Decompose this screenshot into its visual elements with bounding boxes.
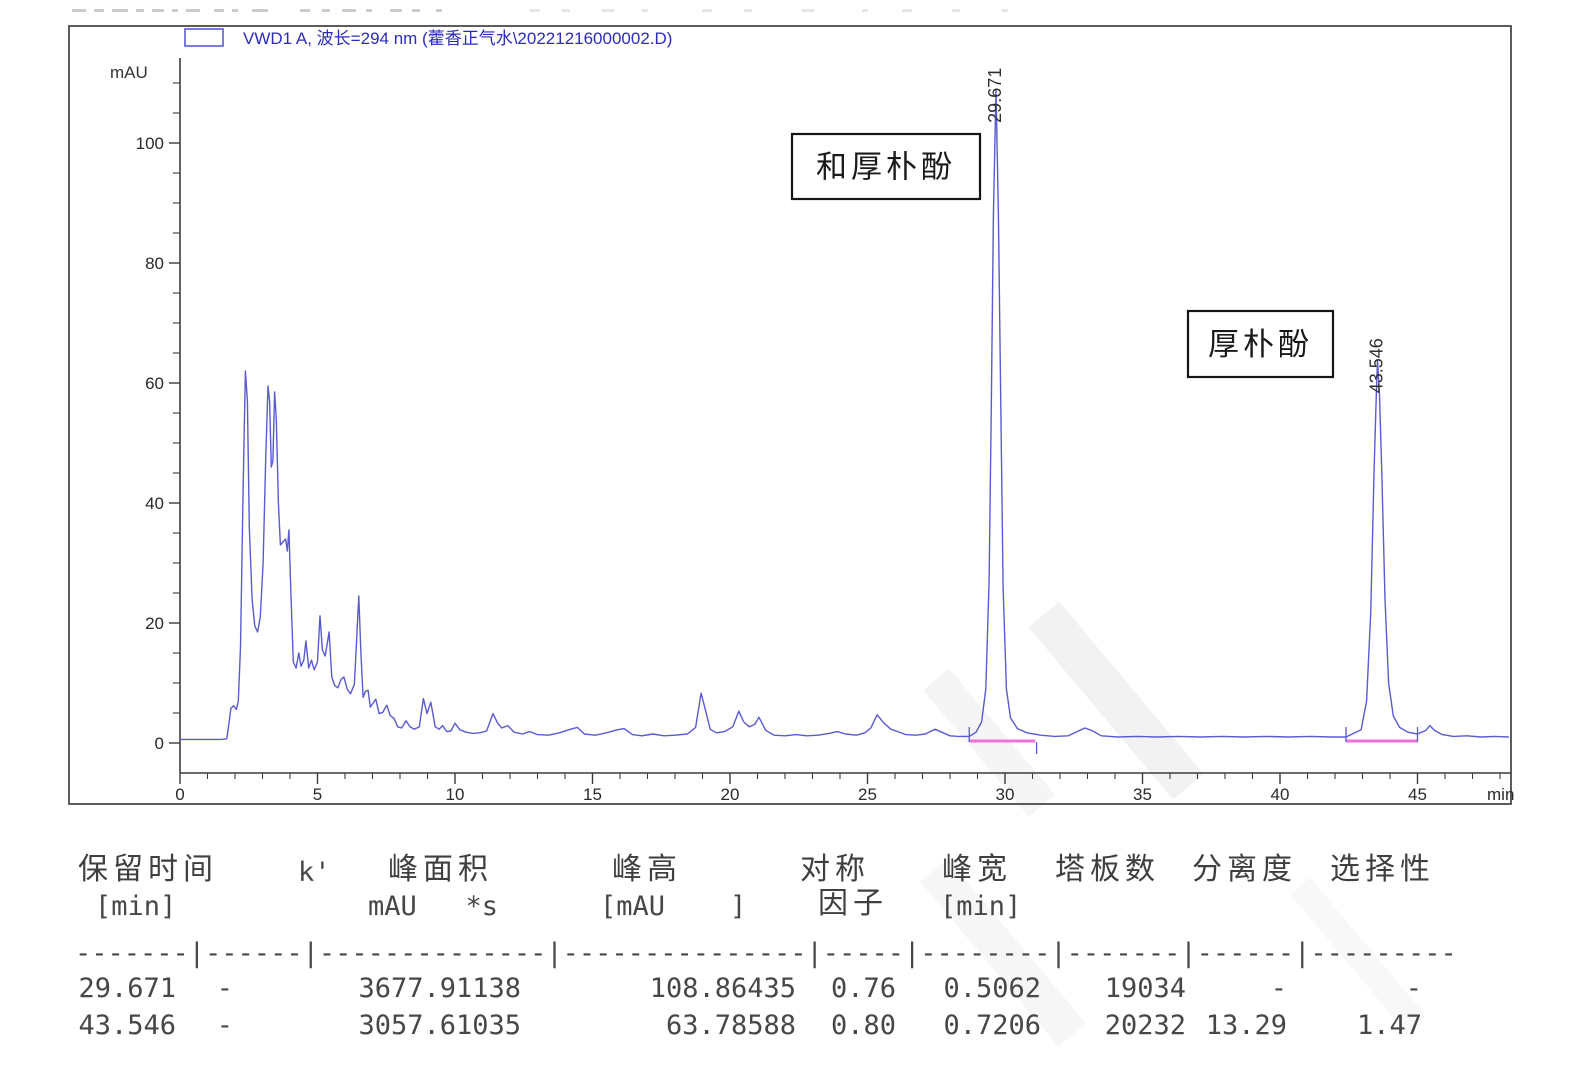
cropped-text-mark [952, 9, 960, 12]
cropped-text-mark [602, 9, 614, 12]
x-tick-label: 25 [858, 785, 877, 804]
cropped-text-mark [530, 9, 540, 12]
y-tick-label: 60 [145, 374, 164, 393]
plot-frame [68, 25, 1512, 805]
cropped-text-mark [252, 9, 268, 12]
x-tick-label: 45 [1408, 785, 1427, 804]
cropped-text-mark [300, 9, 310, 12]
cropped-text-mark [436, 9, 442, 12]
cropped-text-mark [862, 9, 868, 12]
x-tick-label: 30 [996, 785, 1015, 804]
y-tick-label: 40 [145, 494, 164, 513]
x-tick-label: 10 [446, 785, 465, 804]
cropped-text-mark [72, 9, 86, 12]
cropped-text-mark [112, 9, 128, 12]
cropped-text-mark [702, 9, 712, 12]
x-tick-label: 5 [313, 785, 322, 804]
legend-swatch [184, 28, 224, 47]
annotation-label: 和厚朴酚 [816, 150, 956, 185]
x-tick-label: 0 [175, 785, 184, 804]
cropped-text-mark [366, 9, 372, 12]
x-tick-label: 40 [1271, 785, 1290, 804]
y-axis-title: mAU [110, 63, 148, 82]
cropped-text-mark [902, 9, 912, 12]
cropped-text-mark [152, 9, 164, 12]
annotation-box [1186, 309, 1335, 379]
legend-label: VWD1 A, 波长=294 nm (藿香正气水\20221216000002.… [243, 29, 672, 48]
y-tick-label: 0 [155, 734, 164, 753]
chromatogram-trace [179, 89, 1510, 741]
cropped-text-mark [214, 9, 224, 12]
cropped-text-mark [744, 9, 752, 12]
x-tick-label: 35 [1133, 785, 1152, 804]
cropped-text-mark [232, 9, 238, 12]
cropped-text-mark [412, 9, 420, 12]
cropped-text-mark [390, 9, 402, 12]
cropped-text-mark [322, 9, 330, 12]
cropped-text-mark [342, 9, 356, 12]
x-tick-label: 20 [721, 785, 740, 804]
y-tick-label: 80 [145, 254, 164, 273]
peak-retention-label: 29.671 [985, 68, 1005, 123]
cropped-text-mark [802, 9, 814, 12]
cropped-text-mark [1002, 9, 1008, 12]
cropped-text-mark [642, 9, 648, 12]
cropped-text-mark [186, 9, 200, 12]
annotation-label: 厚朴酚 [1208, 327, 1313, 362]
y-tick-label: 100 [136, 134, 164, 153]
cropped-text-mark [136, 9, 144, 12]
cropped-text-mark [562, 9, 570, 12]
x-tick-label: 15 [583, 785, 602, 804]
cropped-text-mark [94, 9, 104, 12]
annotation-box [790, 132, 982, 201]
y-tick-label: 20 [145, 614, 164, 633]
peak-retention-label: 43.546 [1367, 338, 1387, 393]
cropped-text-mark [172, 9, 178, 12]
x-axis-title: min [1487, 785, 1514, 804]
